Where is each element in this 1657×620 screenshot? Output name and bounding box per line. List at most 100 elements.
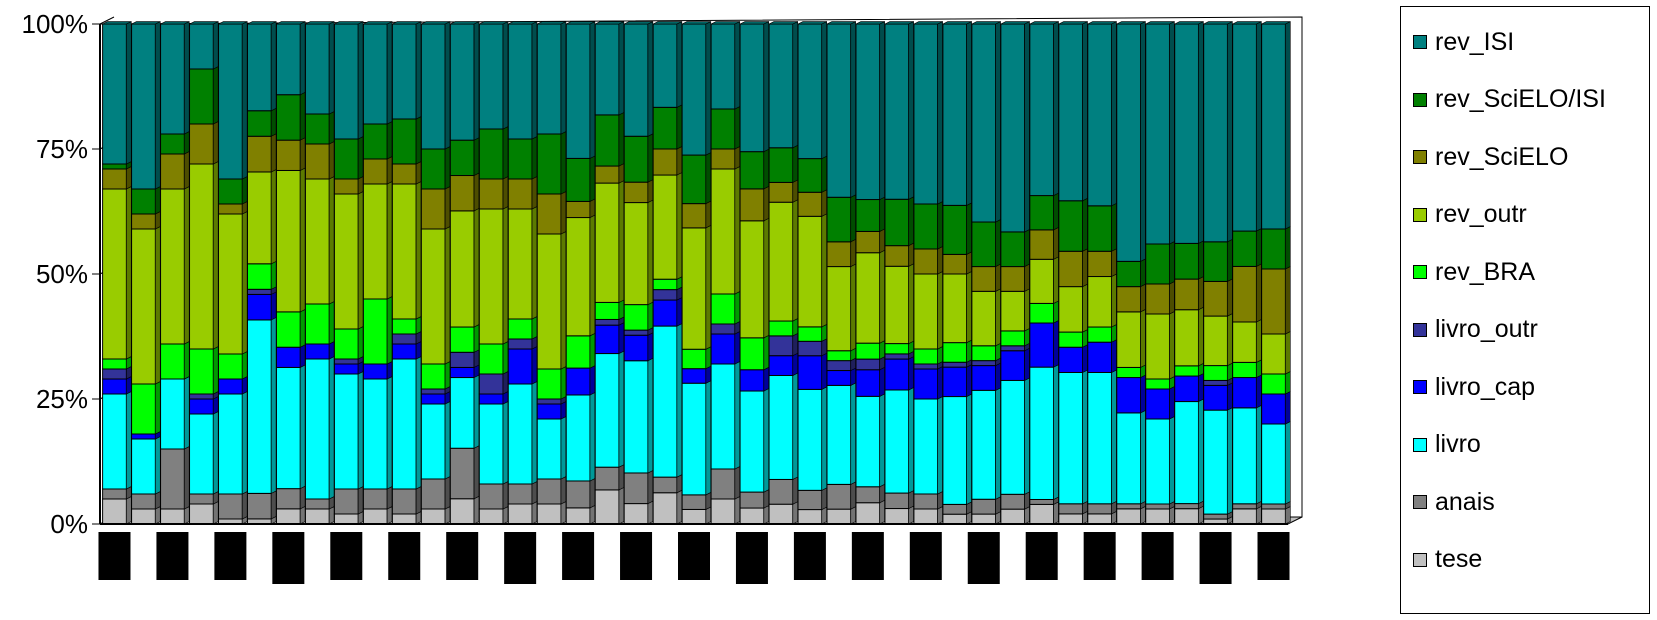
bar-segment-side bbox=[647, 357, 654, 474]
bar-segment-side bbox=[357, 326, 364, 360]
bar-segment-side bbox=[763, 21, 770, 153]
bar-segment-side bbox=[1024, 506, 1030, 525]
bar-segment-side bbox=[966, 339, 972, 363]
bar-stack bbox=[304, 21, 335, 525]
bar-segment-side bbox=[1111, 273, 1117, 328]
bar-stack bbox=[218, 21, 248, 525]
bar-segment-rev-outr bbox=[1000, 290, 1026, 332]
bar-segment-livro-cap bbox=[652, 299, 678, 327]
bar-segment-rev-isi bbox=[333, 23, 359, 140]
bar-segment-livro bbox=[1116, 412, 1142, 505]
bar-segment-side bbox=[618, 180, 625, 303]
bar-segment-rev-outr bbox=[1116, 311, 1142, 368]
bar-segment-livro-cap bbox=[1058, 346, 1084, 373]
bar-segment-side bbox=[473, 207, 480, 328]
bar-stack bbox=[1116, 21, 1146, 525]
bar-segment-rev-scielo bbox=[942, 253, 968, 275]
bar-segment-side bbox=[1256, 359, 1262, 379]
bar-segment-anais bbox=[218, 493, 243, 520]
bar-segment-side bbox=[792, 476, 799, 505]
bar-segment-tese bbox=[768, 503, 794, 525]
bar-segment-side bbox=[937, 506, 943, 525]
bar-segment-side bbox=[763, 334, 770, 371]
bar-segment-side bbox=[821, 323, 827, 342]
bar-stack bbox=[884, 21, 914, 525]
bar-segment-rev-bra bbox=[1174, 365, 1199, 377]
bar-stack bbox=[826, 21, 856, 525]
bar-segment-anais bbox=[420, 478, 446, 510]
bar-segment-rev-bra bbox=[797, 326, 823, 342]
bar-segment-side bbox=[676, 323, 683, 478]
bar-segment-side bbox=[328, 341, 335, 360]
bar-segment-rev-isi bbox=[391, 23, 417, 120]
bar-segment-rev-scielo bbox=[478, 178, 504, 210]
bar-segment-tese bbox=[855, 502, 881, 525]
bar-segment-anais bbox=[160, 448, 185, 510]
bar-segment-side bbox=[676, 21, 683, 108]
bar-segment-rev-scielo bbox=[507, 178, 533, 210]
bar-segment-side bbox=[1198, 373, 1204, 403]
bar-segment-side bbox=[502, 371, 509, 395]
bar-segment-side bbox=[126, 391, 132, 490]
y-axis-ticks: 0% 25% 50% 75% 100% bbox=[22, 9, 100, 539]
bar-segment-side bbox=[850, 382, 856, 485]
bar-segment-side bbox=[212, 161, 219, 350]
bar-segment-side bbox=[763, 148, 770, 190]
bar-segment-rev-scielo bbox=[1029, 229, 1055, 260]
bar-segment-tese bbox=[1145, 508, 1170, 525]
bar-segment-rev-outr bbox=[739, 220, 765, 339]
bar-segment-tese bbox=[131, 508, 156, 525]
bar-segment-side bbox=[155, 21, 161, 190]
bar-segment-anais bbox=[478, 483, 504, 510]
bar-segment-livro bbox=[275, 366, 301, 490]
bar-top bbox=[653, 21, 682, 25]
x-tick-label-redacted bbox=[388, 532, 421, 580]
bar-segment-side bbox=[502, 126, 509, 180]
bar-segment-side bbox=[560, 476, 567, 505]
bar-segment-side bbox=[734, 21, 741, 110]
bar-segment-side bbox=[1227, 362, 1233, 381]
bar-segment-side bbox=[1024, 228, 1030, 268]
legend-swatch bbox=[1413, 207, 1427, 222]
bar-segment-rev-isi bbox=[1116, 23, 1142, 262]
bar-segment-rev-scielo-isi bbox=[478, 128, 504, 180]
bar-segment-tese bbox=[102, 498, 127, 525]
bar-stack bbox=[478, 21, 509, 525]
bar-segment-side bbox=[821, 352, 827, 390]
bar-segment-side bbox=[415, 161, 422, 185]
bar-segment-side bbox=[589, 198, 596, 219]
bar-segment-side bbox=[473, 374, 480, 449]
bar-segment-anais bbox=[507, 483, 533, 505]
bar-segment-tese bbox=[189, 503, 214, 525]
bar-segment-side bbox=[241, 176, 248, 205]
bar-segment-rev-outr bbox=[797, 215, 823, 328]
bar-segment-rev-bra bbox=[594, 301, 620, 320]
bar-segment-side bbox=[1053, 256, 1059, 304]
bar-segment-side bbox=[1256, 21, 1262, 232]
bar-segment-side bbox=[212, 501, 219, 525]
bar-segment-side bbox=[155, 491, 161, 510]
bar-segment-side bbox=[850, 263, 856, 352]
bar-segment-tese bbox=[826, 508, 852, 525]
bar-segment-anais bbox=[1029, 498, 1055, 505]
bar-segment-side bbox=[995, 362, 1001, 391]
bar-segment-side bbox=[299, 505, 306, 525]
bar-segment-side bbox=[879, 483, 885, 504]
bar-segment-rev-outr bbox=[507, 208, 533, 320]
bar-segment-side bbox=[995, 288, 1001, 347]
bar-top bbox=[247, 21, 277, 25]
bar-segment-rev-scielo bbox=[768, 181, 794, 203]
bar-segment-side bbox=[995, 21, 1001, 223]
bar-segment-livro bbox=[565, 394, 591, 482]
bar-segment-side bbox=[676, 104, 683, 150]
bar-segment-livro-cap bbox=[1174, 375, 1199, 403]
bar-segment-rev-scielo bbox=[189, 123, 214, 165]
bar-segment-rev-isi bbox=[362, 23, 388, 125]
bar-segment-rev-scielo bbox=[855, 230, 881, 254]
bar-top bbox=[1029, 21, 1059, 25]
bar-segment-livro-cap bbox=[102, 378, 127, 395]
bar-segment-side bbox=[502, 176, 509, 210]
bar-segment-rev-scielo bbox=[623, 181, 649, 204]
bar-segment-side bbox=[184, 341, 190, 380]
bar-segment-rev-isi bbox=[681, 23, 707, 156]
